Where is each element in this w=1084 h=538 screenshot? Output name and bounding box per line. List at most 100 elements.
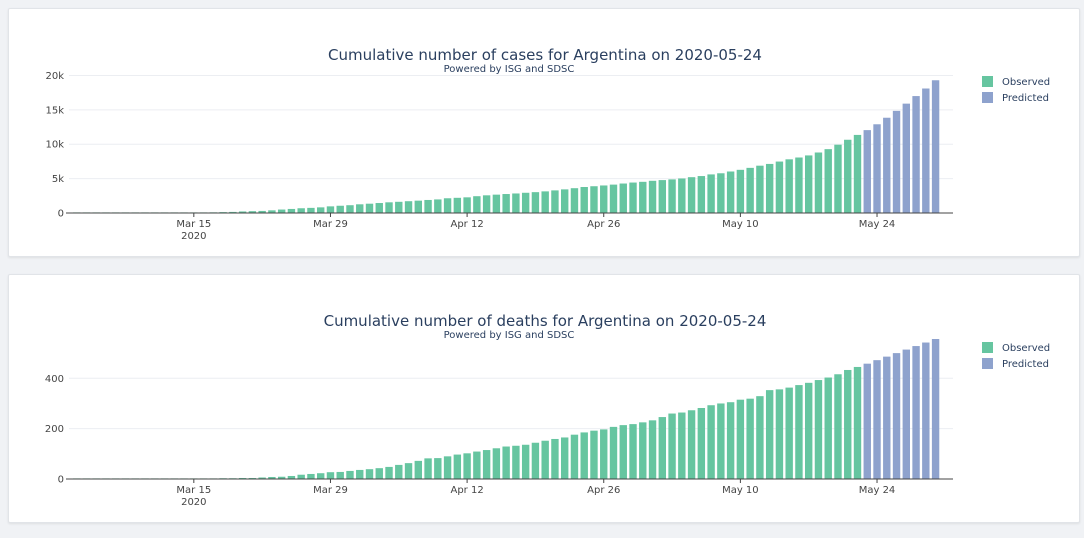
bar-observed[interactable] — [697, 407, 706, 479]
bar-observed[interactable] — [326, 472, 335, 479]
bar-observed[interactable] — [609, 184, 618, 213]
bar-observed[interactable] — [238, 211, 247, 213]
bar-observed[interactable] — [844, 369, 852, 479]
bar-observed[interactable] — [853, 134, 862, 213]
bar-observed[interactable] — [424, 199, 432, 213]
bar-observed[interactable] — [356, 204, 364, 213]
bar-observed[interactable] — [385, 202, 393, 213]
bar-observed[interactable] — [521, 444, 530, 479]
bar-observed[interactable] — [414, 200, 422, 213]
bar-observed[interactable] — [463, 453, 471, 479]
bar-observed[interactable] — [619, 425, 627, 479]
bar-observed[interactable] — [629, 182, 637, 213]
bar-observed[interactable] — [639, 422, 647, 479]
bar-observed[interactable] — [258, 210, 266, 213]
bar-observed[interactable] — [336, 471, 344, 479]
bar-observed[interactable] — [531, 442, 540, 479]
bar-observed[interactable] — [834, 144, 842, 213]
bar-observed[interactable] — [317, 207, 325, 213]
bar-predicted[interactable] — [922, 88, 930, 213]
legend-observed-swatch[interactable] — [982, 342, 993, 353]
bar-observed[interactable] — [824, 149, 832, 213]
bar-observed[interactable] — [844, 139, 852, 213]
bar-predicted[interactable] — [873, 124, 881, 213]
legend-predicted-swatch[interactable] — [982, 358, 993, 369]
bar-observed[interactable] — [492, 448, 501, 479]
bar-observed[interactable] — [482, 195, 491, 213]
bar-observed[interactable] — [717, 403, 725, 479]
bar-observed[interactable] — [502, 194, 510, 213]
bar-observed[interactable] — [443, 198, 452, 213]
bar-observed[interactable] — [600, 429, 608, 479]
bar-observed[interactable] — [785, 159, 793, 213]
bar-observed[interactable] — [346, 470, 354, 479]
bar-observed[interactable] — [765, 390, 774, 479]
bar-observed[interactable] — [600, 185, 608, 213]
bar-observed[interactable] — [453, 454, 462, 479]
bar-observed[interactable] — [287, 475, 296, 479]
bar-observed[interactable] — [805, 382, 813, 479]
bar-observed[interactable] — [395, 201, 403, 213]
bar-predicted[interactable] — [912, 346, 920, 479]
bar-observed[interactable] — [365, 203, 374, 213]
bar-predicted[interactable] — [912, 96, 920, 213]
bar-observed[interactable] — [775, 389, 784, 479]
legend-predicted-swatch[interactable] — [982, 92, 993, 103]
bar-predicted[interactable] — [902, 349, 910, 479]
bar-observed[interactable] — [277, 209, 286, 213]
bar-predicted[interactable] — [931, 339, 940, 479]
bar-observed[interactable] — [317, 473, 325, 479]
bar-observed[interactable] — [580, 432, 588, 479]
bar-observed[interactable] — [785, 387, 793, 479]
bar-observed[interactable] — [365, 469, 374, 479]
bar-observed[interactable] — [805, 155, 813, 213]
legend-observed-swatch[interactable] — [982, 76, 993, 87]
bar-observed[interactable] — [795, 385, 803, 479]
bar-observed[interactable] — [297, 474, 305, 479]
bar-observed[interactable] — [248, 477, 257, 479]
bar-observed[interactable] — [414, 460, 422, 479]
bar-observed[interactable] — [648, 180, 657, 213]
bar-observed[interactable] — [726, 171, 735, 213]
bar-observed[interactable] — [726, 402, 735, 479]
bar-observed[interactable] — [551, 438, 559, 479]
bar-observed[interactable] — [258, 477, 266, 479]
bar-observed[interactable] — [424, 458, 432, 479]
bar-observed[interactable] — [336, 205, 344, 213]
bar-observed[interactable] — [453, 197, 462, 213]
bar-observed[interactable] — [814, 380, 823, 479]
bar-predicted[interactable] — [931, 80, 940, 213]
bar-observed[interactable] — [678, 412, 686, 479]
bar-observed[interactable] — [404, 201, 413, 213]
bar-observed[interactable] — [473, 196, 481, 213]
bar-predicted[interactable] — [892, 110, 901, 213]
bar-observed[interactable] — [658, 180, 666, 213]
legend-predicted-label[interactable]: Predicted — [1002, 359, 1049, 370]
bar-predicted[interactable] — [863, 130, 871, 213]
bar-observed[interactable] — [404, 463, 413, 479]
bar-predicted[interactable] — [883, 117, 891, 213]
bar-observed[interactable] — [551, 190, 559, 213]
bar-observed[interactable] — [717, 173, 725, 213]
bar-observed[interactable] — [512, 193, 520, 213]
bar-observed[interactable] — [385, 466, 393, 479]
bar-observed[interactable] — [639, 181, 647, 213]
bar-observed[interactable] — [395, 464, 403, 479]
bar-observed[interactable] — [541, 440, 549, 479]
bar-observed[interactable] — [678, 178, 686, 213]
bar-observed[interactable] — [570, 434, 579, 479]
bar-observed[interactable] — [834, 374, 842, 479]
bar-observed[interactable] — [590, 186, 598, 213]
bar-observed[interactable] — [356, 469, 364, 479]
bar-observed[interactable] — [268, 210, 276, 213]
bar-observed[interactable] — [707, 174, 715, 213]
bar-observed[interactable] — [697, 176, 706, 213]
bar-observed[interactable] — [629, 424, 637, 479]
bar-predicted[interactable] — [892, 353, 901, 479]
bar-observed[interactable] — [853, 366, 862, 479]
legend-observed-label[interactable]: Observed — [1002, 77, 1050, 88]
bar-observed[interactable] — [463, 197, 471, 213]
bar-observed[interactable] — [326, 206, 335, 213]
bar-observed[interactable] — [375, 468, 383, 479]
bar-predicted[interactable] — [902, 103, 910, 213]
